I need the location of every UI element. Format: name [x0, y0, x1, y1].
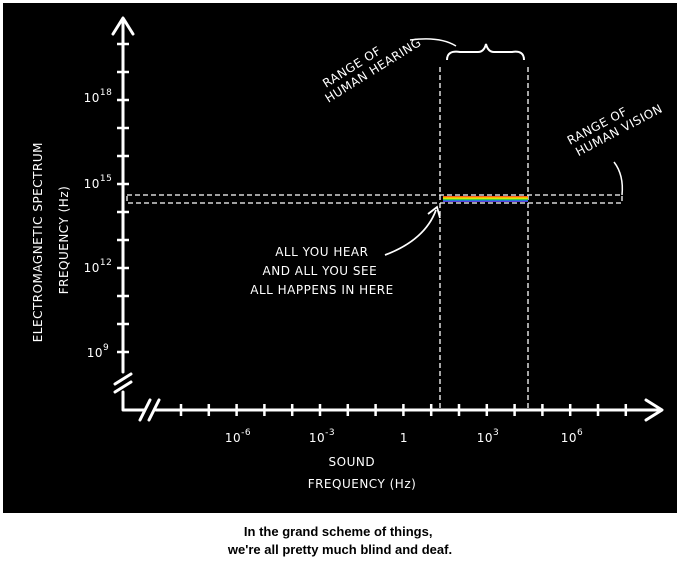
x-tick-label: 10-6 — [225, 428, 251, 445]
y-tick-label-exp: 12 — [100, 258, 112, 268]
x-tick-label-exp: 3 — [493, 428, 499, 438]
x-tick-label-base: 1 — [400, 431, 408, 445]
hearing-band — [439, 65, 529, 408]
y-tick-label: 1018 — [84, 88, 113, 105]
caption-line: In the grand scheme of things, — [244, 524, 433, 539]
x-tick-label-base: 10 — [225, 431, 241, 445]
brace — [446, 43, 525, 61]
x-tick-label-exp: -6 — [241, 428, 251, 438]
y-axis-title: ELECTROMAGNETIC SPECTRUM FREQUENCY (Hz) — [31, 138, 71, 343]
center-line: ALL HAPPENS IN HERE — [250, 283, 393, 297]
overlap — [443, 196, 528, 202]
vision-band — [126, 194, 623, 204]
caption-line: we're all pretty much blind and deaf. — [227, 542, 452, 557]
y-tick-label-exp: 15 — [100, 174, 112, 184]
axes — [111, 16, 664, 422]
y-tick-label-base: 10 — [87, 346, 103, 360]
x-tick-label: 1 — [400, 431, 408, 445]
center-line: ALL YOU HEAR — [275, 245, 368, 259]
y-title-line: ELECTROMAGNETIC SPECTRUM — [31, 142, 45, 342]
x-axis-title: SOUND FREQUENCY (Hz) — [308, 455, 417, 491]
x-tick-label: 103 — [477, 428, 500, 445]
y-tick-label: 109 — [87, 343, 110, 360]
y-tick-label: 1012 — [84, 258, 113, 275]
x-tick-label-base: 10 — [561, 431, 577, 445]
center-line: AND ALL YOU SEE — [263, 264, 378, 278]
y-tick-label-exp: 9 — [103, 343, 109, 353]
x-tick-label: 10-3 — [309, 428, 335, 445]
panel — [3, 3, 677, 513]
y-tick-label-base: 10 — [84, 91, 100, 105]
y-tick-label-exp: 18 — [100, 88, 112, 98]
x-tick-label-base: 10 — [309, 431, 325, 445]
y-tick-label-base: 10 — [84, 261, 100, 275]
center-pointer — [384, 205, 441, 256]
x-title-line: FREQUENCY (Hz) — [308, 477, 417, 491]
y-title-line: FREQUENCY (Hz) — [57, 186, 71, 295]
x-tick-label-base: 10 — [477, 431, 493, 445]
x-tick-label-exp: 6 — [577, 428, 583, 438]
vision-pointer — [613, 161, 624, 196]
x-title-line: SOUND — [329, 455, 376, 469]
ticks — [117, 42, 628, 416]
x-tick-label: 106 — [561, 428, 584, 445]
y-tick-label: 1015 — [84, 174, 113, 191]
y-tick-label-base: 10 — [84, 177, 100, 191]
center-label: ALL YOU HEAR AND ALL YOU SEE ALL HAPPENS… — [250, 245, 393, 297]
caption: In the grand scheme of things, we're all… — [227, 524, 452, 557]
x-tick-label-exp: -3 — [325, 428, 335, 438]
hearing-pointer — [409, 38, 457, 47]
